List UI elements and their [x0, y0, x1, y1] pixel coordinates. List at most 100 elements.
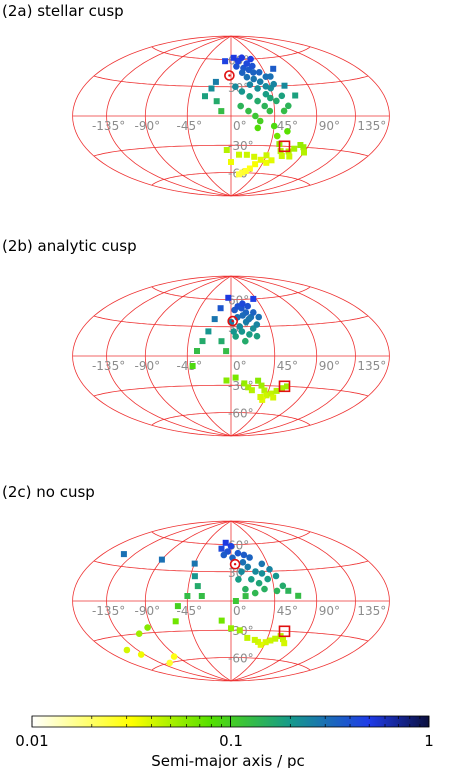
- data-point: [205, 328, 212, 335]
- longitude-tick-label: 0°: [233, 359, 247, 373]
- data-point: [242, 168, 249, 174]
- data-point: [232, 598, 239, 604]
- latitude-tick-label: -60°: [228, 652, 254, 666]
- data-point: [174, 603, 181, 610]
- data-point: [236, 171, 242, 178]
- data-point: [243, 60, 250, 67]
- parallel-line: [93, 75, 369, 88]
- data-point: [261, 387, 268, 394]
- open-square-marker: [278, 625, 291, 638]
- data-point: [202, 93, 208, 100]
- data-point: [280, 107, 288, 115]
- data-point: [251, 153, 258, 160]
- data-point: [228, 159, 234, 165]
- data-point: [252, 568, 259, 575]
- parallel-line: [93, 560, 369, 573]
- data-point: [257, 394, 264, 400]
- data-point: [228, 625, 234, 632]
- data-point: [270, 65, 277, 72]
- data-point: [225, 294, 232, 301]
- data-point: [227, 542, 235, 550]
- data-point: [246, 554, 253, 561]
- data-point: [263, 152, 270, 159]
- parallel-line: [151, 412, 311, 426]
- longitude-tick-label: 90°: [319, 359, 340, 373]
- longitude-tick-label: 45°: [277, 604, 298, 618]
- data-point: [250, 69, 257, 76]
- longitude-tick-label: -90°: [134, 119, 160, 133]
- latitude-tick-label: 60°: [228, 539, 249, 553]
- colorbar: 0.01 0.1 1 Semi-major axis / pc: [15, 715, 434, 768]
- data-point: [230, 328, 237, 335]
- data-point: [261, 585, 268, 593]
- data-point: [234, 314, 241, 321]
- data-point: [239, 300, 246, 308]
- data-point: [191, 560, 198, 567]
- data-point: [273, 132, 281, 140]
- data-point: [244, 634, 251, 641]
- data-point: [253, 321, 261, 328]
- data-point: [246, 331, 253, 338]
- data-point: [250, 295, 257, 302]
- longitude-tick-label: 135°: [357, 119, 386, 133]
- data-point: [250, 309, 257, 316]
- data-point: [243, 73, 251, 81]
- data-point: [255, 377, 262, 384]
- data-point: [236, 627, 243, 634]
- data-point: [218, 338, 225, 345]
- data-point: [278, 153, 285, 159]
- colorbar-minor-ticks: [31, 716, 430, 727]
- data-point: [166, 659, 173, 667]
- colorbar-title: Semi-major axis / pc: [151, 752, 304, 768]
- data-point: [255, 313, 262, 321]
- latitude-tick-label: -30°: [228, 139, 254, 153]
- data-point: [222, 58, 229, 65]
- data-point: [255, 579, 263, 587]
- longitude-tick-label: -135°: [92, 359, 125, 373]
- data-point: [244, 302, 251, 310]
- data-point: [245, 107, 252, 115]
- data-point: [237, 102, 244, 110]
- data-point: [240, 551, 248, 559]
- data-point: [292, 92, 299, 99]
- data-point: [238, 69, 246, 76]
- data-point: [248, 387, 255, 394]
- longitude-tick-label: 135°: [357, 359, 386, 373]
- data-point: [301, 149, 307, 156]
- data-point: [279, 582, 287, 590]
- data-point: [270, 394, 277, 401]
- data-point: [264, 575, 272, 583]
- data-point: [253, 332, 261, 340]
- longitude-tick-label: 135°: [357, 604, 386, 618]
- data-point: [247, 55, 254, 63]
- longitude-tick-label: -90°: [134, 359, 160, 373]
- longitude-tick-label: -90°: [134, 604, 160, 618]
- data-point: [255, 69, 263, 76]
- data-point: [285, 587, 292, 594]
- colorbar-tick-label: 1: [424, 732, 434, 750]
- data-point: [238, 88, 246, 95]
- data-point: [158, 556, 165, 563]
- longitude-tick-label: -135°: [92, 119, 125, 133]
- data-point: [232, 83, 239, 90]
- data-point: [242, 585, 249, 593]
- data-point: [284, 383, 290, 390]
- data-point: [262, 90, 270, 98]
- data-point: [284, 128, 291, 135]
- open-square-marker: [278, 140, 291, 153]
- data-point: [256, 117, 264, 125]
- data-point: [239, 559, 247, 566]
- data-point: [241, 380, 248, 387]
- data-point: [270, 80, 278, 88]
- data-point: [295, 592, 302, 599]
- data-point: [239, 312, 246, 319]
- data-point: [243, 151, 250, 158]
- data-point: [251, 589, 259, 597]
- open-circle-center: [233, 563, 237, 566]
- data-point: [278, 92, 286, 100]
- longitude-tick-label: 90°: [319, 604, 340, 618]
- data-point: [248, 576, 255, 583]
- data-point: [238, 328, 246, 335]
- data-point: [254, 97, 261, 105]
